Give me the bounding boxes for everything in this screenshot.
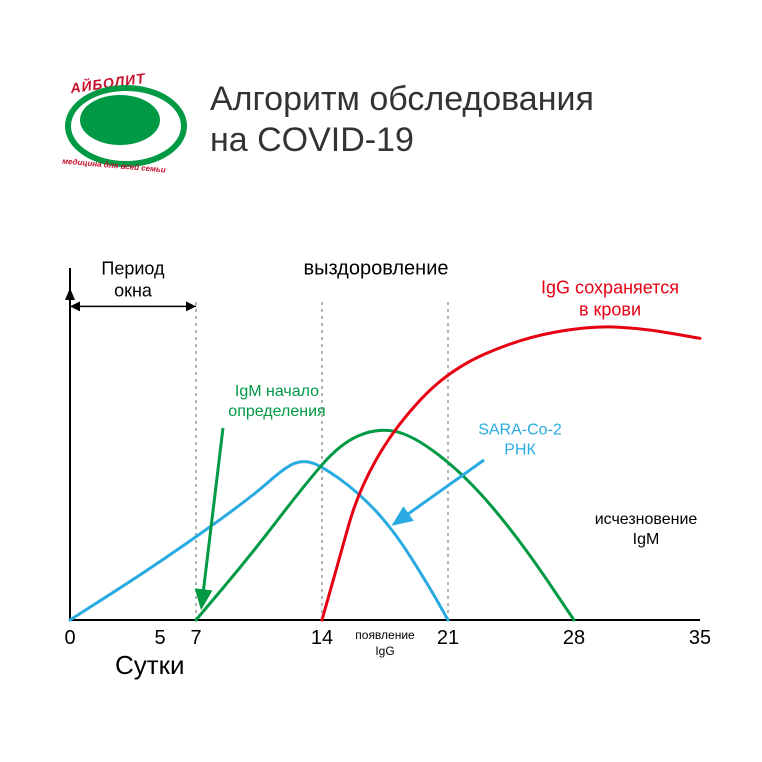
annot-period-window: окна: [114, 280, 153, 300]
xtick-label: 5: [154, 627, 165, 649]
xtick-label: 7: [190, 627, 201, 649]
annot-igg-appear: появление: [355, 628, 415, 642]
annot-period-window: Период: [101, 258, 165, 278]
covid-chart: 0 5 7 14 21 28 35 Сутки Периодокна выздоровление I…: [60, 250, 710, 680]
annot-sars: РНК: [504, 441, 536, 458]
xtick-label: 28: [563, 627, 585, 649]
annot-igm-disappear: исчезновение: [595, 511, 698, 528]
annot-igg-persist: в крови: [579, 300, 641, 320]
series-igm: [196, 430, 574, 620]
annot-sars: SARA-Co-2: [478, 421, 562, 438]
x-axis-label: Сутки: [115, 650, 185, 680]
annot-igm-disappear: IgM: [633, 531, 660, 548]
series-sars: [70, 462, 448, 620]
xtick-label: 35: [689, 627, 710, 649]
annot-igg-persist: IgG сохраняется: [541, 278, 679, 298]
xtick-label: 21: [437, 627, 459, 649]
chart-svg: 0 5 7 14 21 28 35 Сутки Периодокна выздоровление I…: [60, 250, 710, 680]
xtick-label: 0: [64, 627, 75, 649]
annot-igm-start: определения: [228, 403, 325, 420]
brand-logo: АЙБОЛИТ медицина для всей семьи: [60, 70, 190, 170]
page-title: Алгоритм обследованияна COVID-19: [210, 79, 594, 161]
annot-igm-start: IgM начало: [235, 383, 319, 400]
annot-igg-appear: IgG: [375, 644, 394, 658]
xtick-label: 14: [311, 627, 333, 649]
series-igg: [322, 327, 700, 620]
annot-recovery: выздоровление: [303, 257, 448, 279]
